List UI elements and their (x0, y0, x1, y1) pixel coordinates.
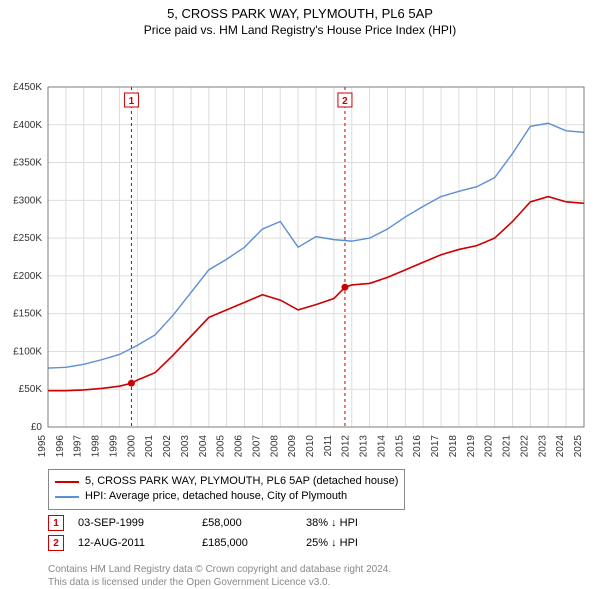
svg-text:2011: 2011 (323, 435, 334, 457)
chart-title: 5, CROSS PARK WAY, PLYMOUTH, PL6 5AP (0, 6, 600, 21)
svg-text:2014: 2014 (376, 435, 387, 458)
event-date: 03-SEP-1999 (78, 517, 188, 529)
svg-text:2021: 2021 (502, 435, 513, 458)
legend-item: 5, CROSS PARK WAY, PLYMOUTH, PL6 5AP (de… (55, 474, 398, 489)
svg-text:2022: 2022 (519, 435, 530, 458)
svg-text:£250K: £250K (13, 233, 42, 244)
svg-text:2025: 2025 (573, 435, 584, 458)
footer-line-2: This data is licensed under the Open Gov… (48, 576, 391, 589)
svg-text:£300K: £300K (13, 195, 42, 206)
svg-text:2007: 2007 (251, 435, 262, 458)
svg-text:2001: 2001 (144, 435, 155, 458)
chart-container: £0 £50K £100K £150K £200K £250K £300K £350K £400… (0, 41, 600, 466)
legend-item: HPI: Average price, detached house, City… (55, 489, 398, 504)
event-row: 1 03-SEP-1999 £58,000 38% ↓ HPI (48, 515, 358, 531)
svg-text:2006: 2006 (234, 435, 245, 458)
line-chart: £0 £50K £100K £150K £200K £250K £300K £350K £400… (0, 41, 600, 461)
legend: 5, CROSS PARK WAY, PLYMOUTH, PL6 5AP (de… (48, 469, 405, 510)
svg-text:2004: 2004 (198, 435, 209, 458)
svg-text:2012: 2012 (341, 435, 352, 458)
svg-text:£450K: £450K (13, 82, 42, 93)
svg-text:£150K: £150K (13, 309, 42, 320)
svg-text:2013: 2013 (359, 435, 370, 458)
svg-text:1995: 1995 (37, 435, 48, 458)
svg-text:2015: 2015 (394, 435, 405, 458)
svg-text:1998: 1998 (91, 435, 102, 458)
event-row: 2 12-AUG-2011 £185,000 25% ↓ HPI (48, 535, 358, 551)
svg-text:2000: 2000 (126, 435, 137, 458)
event-marker-icon: 1 (48, 515, 64, 531)
event-delta: 38% ↓ HPI (306, 517, 358, 529)
svg-text:2009: 2009 (287, 435, 298, 458)
svg-text:£100K: £100K (13, 346, 42, 357)
svg-text:1999: 1999 (108, 435, 119, 458)
svg-text:1996: 1996 (55, 435, 66, 458)
event-date: 12-AUG-2011 (78, 537, 188, 549)
svg-text:£400K: £400K (13, 120, 42, 131)
legend-swatch (55, 481, 79, 483)
svg-text:2017: 2017 (430, 435, 441, 458)
svg-text:2018: 2018 (448, 435, 459, 458)
event-price: £58,000 (202, 517, 292, 529)
events-table: 1 03-SEP-1999 £58,000 38% ↓ HPI 2 12-AUG-2011… (48, 515, 358, 555)
svg-text:2003: 2003 (180, 435, 191, 458)
event-delta: 25% ↓ HPI (306, 537, 358, 549)
svg-text:2010: 2010 (305, 435, 316, 458)
svg-text:2016: 2016 (412, 435, 423, 458)
svg-text:£350K: £350K (13, 158, 42, 169)
svg-text:2002: 2002 (162, 435, 173, 458)
legend-label: 5, CROSS PARK WAY, PLYMOUTH, PL6 5AP (de… (85, 474, 398, 489)
svg-text:2008: 2008 (269, 435, 280, 458)
legend-label: HPI: Average price, detached house, City… (85, 489, 347, 504)
event-price: £185,000 (202, 537, 292, 549)
svg-text:£0: £0 (31, 422, 43, 433)
footer-attribution: Contains HM Land Registry data © Crown c… (48, 563, 391, 589)
svg-text:£50K: £50K (19, 384, 43, 395)
legend-swatch (55, 496, 79, 498)
svg-text:2023: 2023 (537, 435, 548, 458)
svg-text:1997: 1997 (73, 435, 84, 458)
svg-text:1: 1 (129, 96, 135, 107)
svg-text:2024: 2024 (555, 435, 566, 458)
svg-text:2: 2 (342, 96, 348, 107)
svg-text:£200K: £200K (13, 271, 42, 282)
event-marker-icon: 2 (48, 535, 64, 551)
svg-text:2005: 2005 (216, 435, 227, 458)
footer-line-1: Contains HM Land Registry data © Crown c… (48, 563, 391, 576)
svg-text:2019: 2019 (466, 435, 477, 458)
svg-text:2020: 2020 (484, 435, 495, 458)
chart-subtitle: Price paid vs. HM Land Registry's House … (0, 23, 600, 37)
